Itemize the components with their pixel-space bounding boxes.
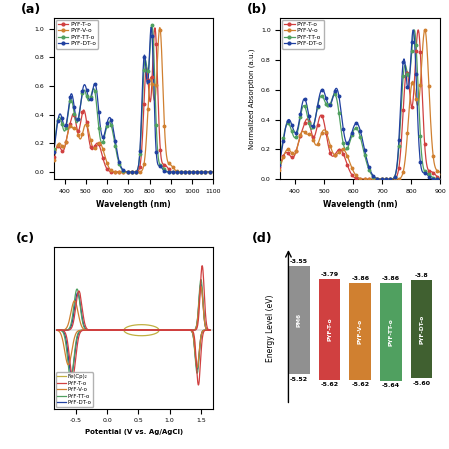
Text: -5.52: -5.52 bbox=[290, 377, 308, 382]
Text: -5.62: -5.62 bbox=[321, 383, 339, 387]
Text: -3.79: -3.79 bbox=[321, 272, 339, 277]
Text: -5.60: -5.60 bbox=[413, 381, 431, 386]
Text: (b): (b) bbox=[247, 3, 268, 16]
Text: PYF-DT-o: PYF-DT-o bbox=[419, 315, 424, 344]
Bar bbox=[319, 279, 340, 379]
Text: -3.86: -3.86 bbox=[382, 276, 400, 281]
Bar bbox=[411, 280, 432, 379]
X-axis label: Potential (V vs. Ag/AgCl): Potential (V vs. Ag/AgCl) bbox=[84, 429, 183, 435]
Bar bbox=[349, 283, 371, 379]
Text: (c): (c) bbox=[16, 232, 35, 245]
Y-axis label: Normalized Absorption (a.u.): Normalized Absorption (a.u.) bbox=[249, 48, 255, 149]
Text: -3.8: -3.8 bbox=[415, 273, 428, 278]
Legend: PYF-T-o, PYF-V-o, PYF-TT-o, PYF-DT-o: PYF-T-o, PYF-V-o, PYF-TT-o, PYF-DT-o bbox=[282, 20, 325, 48]
Text: (d): (d) bbox=[252, 232, 273, 245]
Text: PYF-V-o: PYF-V-o bbox=[358, 319, 363, 344]
Text: (a): (a) bbox=[21, 3, 41, 16]
Bar bbox=[380, 283, 402, 381]
Text: PM6: PM6 bbox=[296, 313, 301, 327]
Bar bbox=[288, 266, 310, 374]
Text: -5.64: -5.64 bbox=[382, 383, 400, 388]
Legend: Fe(Cp)₂, PYF-T-o, PYF-V-o, PYF-TT-o, PYF-DT-o: Fe(Cp)₂, PYF-T-o, PYF-V-o, PYF-TT-o, PYF… bbox=[56, 373, 93, 407]
Text: PYF-T-o: PYF-T-o bbox=[327, 318, 332, 341]
Y-axis label: Energy Level (eV): Energy Level (eV) bbox=[266, 294, 275, 361]
Text: -5.62: -5.62 bbox=[351, 383, 369, 387]
Legend: PYF-T-o, PYF-V-o, PYF-TT-o, PYF-DT-o: PYF-T-o, PYF-V-o, PYF-TT-o, PYF-DT-o bbox=[56, 20, 98, 48]
Text: PYF-TT-o: PYF-TT-o bbox=[388, 318, 393, 346]
Text: -3.55: -3.55 bbox=[290, 259, 308, 264]
X-axis label: Wavelength (nm): Wavelength (nm) bbox=[323, 200, 397, 209]
X-axis label: Wavelength (nm): Wavelength (nm) bbox=[97, 200, 171, 209]
Text: -3.86: -3.86 bbox=[351, 276, 369, 281]
